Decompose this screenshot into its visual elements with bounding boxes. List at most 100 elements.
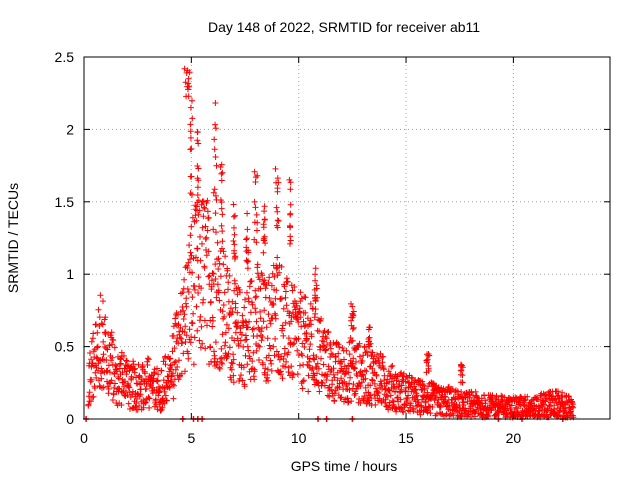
data-point <box>386 399 393 406</box>
data-point <box>87 398 94 405</box>
data-point <box>242 337 249 344</box>
data-point <box>186 326 193 333</box>
data-point <box>217 164 224 170</box>
data-point <box>194 199 201 206</box>
data-point <box>210 270 217 277</box>
data-point <box>268 282 275 289</box>
data-point <box>327 345 334 352</box>
data-point <box>208 298 214 305</box>
data-point <box>156 387 163 394</box>
data-point <box>177 334 184 341</box>
data-point <box>261 277 268 284</box>
data-point <box>232 280 238 287</box>
data-point <box>279 322 286 329</box>
data-point <box>294 347 301 354</box>
data-point <box>225 325 232 332</box>
data-point <box>428 396 434 403</box>
data-point <box>211 146 218 153</box>
data-point <box>167 355 174 362</box>
data-point <box>251 236 258 243</box>
data-point <box>234 335 241 342</box>
data-point <box>350 381 357 388</box>
data-point <box>199 240 205 247</box>
data-point <box>129 388 136 395</box>
data-point <box>287 179 294 186</box>
data-point <box>271 352 278 359</box>
data-point <box>228 366 235 373</box>
data-point <box>214 239 221 246</box>
data-point <box>185 355 192 362</box>
data-point <box>108 341 115 348</box>
data-point <box>169 381 176 388</box>
data-point <box>202 236 209 242</box>
data-point <box>314 360 321 367</box>
data-point <box>517 403 524 409</box>
data-point <box>194 327 201 334</box>
data-point <box>176 357 182 364</box>
plot-frame <box>83 56 611 420</box>
data-point <box>312 271 319 278</box>
data-point <box>167 377 174 384</box>
data-point <box>369 365 376 372</box>
data-point <box>187 339 194 346</box>
data-point <box>273 204 280 211</box>
chart-title: Day 148 of 2022, SRMTID for receiver ab1… <box>208 19 480 35</box>
data-point <box>395 383 402 390</box>
data-point <box>280 305 287 312</box>
data-point <box>196 337 203 344</box>
data-point <box>287 201 294 208</box>
data-point <box>214 358 221 365</box>
data-point <box>197 257 204 264</box>
data-point <box>94 343 101 350</box>
data-point <box>263 324 270 331</box>
data-point <box>567 408 574 415</box>
data-point <box>297 362 303 369</box>
data-point <box>533 403 540 410</box>
data-point <box>203 247 209 253</box>
data-point <box>275 218 282 224</box>
data-point <box>283 275 290 282</box>
data-point <box>142 370 148 377</box>
data-point <box>212 192 219 199</box>
data-point <box>250 349 257 356</box>
data-point <box>414 392 420 399</box>
data-point <box>373 372 380 379</box>
data-point <box>176 331 183 338</box>
data-point <box>183 295 190 302</box>
data-point <box>100 338 107 345</box>
x-tick-label: 15 <box>398 430 414 446</box>
data-point <box>194 129 201 136</box>
data-point <box>243 236 250 243</box>
x-tick-label: 0 <box>80 430 88 446</box>
data-point <box>274 188 281 195</box>
data-point <box>381 372 388 379</box>
data-point <box>348 322 355 329</box>
data-point <box>208 277 215 284</box>
data-point <box>452 396 459 403</box>
data-point <box>281 350 288 357</box>
data-point <box>256 343 263 350</box>
y-tick-label: 1 <box>66 266 74 282</box>
data-point <box>88 356 95 363</box>
data-point <box>219 211 226 218</box>
data-point <box>174 364 181 370</box>
data-point <box>211 136 218 143</box>
data-point <box>187 121 194 128</box>
data-point <box>188 319 195 326</box>
y-tick-label: 2.5 <box>55 49 75 65</box>
data-point <box>105 386 112 392</box>
data-point <box>273 348 280 355</box>
data-point <box>243 336 250 343</box>
data-point <box>262 240 269 247</box>
data-point <box>282 294 289 301</box>
data-point <box>300 318 307 325</box>
data-point <box>166 383 172 390</box>
data-point <box>93 364 100 371</box>
data-point <box>131 366 138 373</box>
data-point <box>287 240 293 247</box>
data-point <box>299 385 306 392</box>
data-point <box>307 341 314 348</box>
data-point <box>408 374 415 381</box>
data-point <box>286 310 293 317</box>
data-point <box>312 265 319 272</box>
